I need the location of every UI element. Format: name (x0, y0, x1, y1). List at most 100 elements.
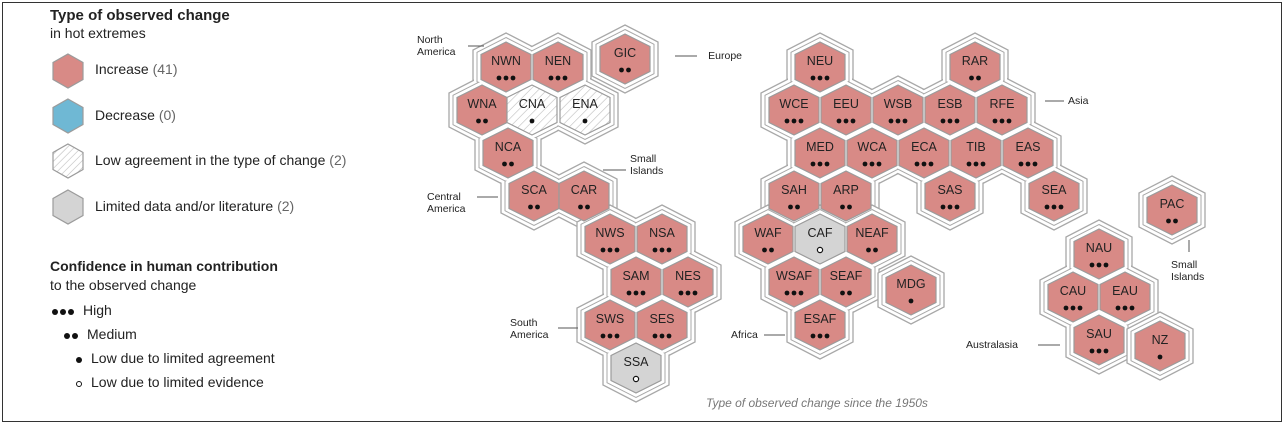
region-hex-sca: SCA (508, 170, 560, 222)
region-label-line: South (510, 317, 538, 329)
region-hex-sas: SAS (924, 170, 976, 222)
hex-code: NCA (495, 140, 522, 154)
hex-code: WNA (467, 97, 497, 111)
region-hex-cna: CNA (506, 84, 558, 136)
hex-shape (610, 342, 662, 394)
region-hex-neaf: NEAF (846, 213, 898, 265)
confidence-dot (659, 247, 665, 253)
confidence-dot (510, 75, 516, 81)
confidence-dot (1044, 204, 1050, 210)
hex-code: CAR (571, 183, 597, 197)
confidence-dot (862, 161, 868, 167)
hex-shape (768, 84, 820, 136)
region-label-line: Central (427, 191, 461, 203)
confidence-dot (614, 333, 620, 339)
hex-shape (742, 213, 794, 265)
hex-shape (794, 41, 846, 93)
legend-swatch-limited-data (52, 189, 84, 225)
hex-code: MED (806, 140, 834, 154)
region-hex-nen: NEN (532, 41, 584, 93)
hex-code: MDG (896, 277, 925, 291)
confidence-item-medium: Medium (64, 326, 137, 342)
region-hex-sam: SAM (610, 256, 662, 308)
confidence-dot (976, 75, 981, 81)
hex-shape (1028, 170, 1080, 222)
low-agreement-marker (76, 350, 84, 366)
hex-shape (949, 41, 1001, 93)
confidence-dot (528, 204, 533, 210)
confidence-dot (529, 118, 535, 124)
confidence-dot (582, 118, 588, 124)
confidence-dot (992, 118, 998, 124)
region-label-line: Africa (731, 329, 758, 341)
hex-code: CAF (808, 226, 833, 240)
hex-shape (559, 84, 611, 136)
confidence-dot (535, 204, 540, 210)
low-evidence-marker (816, 246, 824, 254)
hex-code: EAS (1015, 140, 1040, 154)
region-hex-med: MED (794, 127, 846, 179)
confidence-dot (791, 290, 797, 296)
hex-shape (662, 256, 714, 308)
hex-shape (1073, 228, 1125, 280)
region-hex-wce: WCE (768, 84, 820, 136)
legend-swatch-decrease (52, 98, 84, 134)
hex-code: GIC (614, 46, 636, 60)
region-hex-car: CAR (558, 170, 610, 222)
confidence-dot (1157, 354, 1163, 360)
hex-code: SCA (521, 183, 547, 197)
hex-shape (636, 299, 688, 351)
legend-count: (41) (152, 61, 178, 77)
high-confidence-marker (52, 302, 76, 318)
confidence-dot (1025, 161, 1031, 167)
legend-item-decrease: Decrease (0) (95, 107, 176, 123)
legend-count: (2) (329, 152, 347, 168)
confidence-dot (626, 67, 631, 73)
hex-shape (1047, 271, 1099, 323)
region-hex-esaf: ESAF (794, 299, 846, 351)
confidence-dot (940, 204, 946, 210)
legend-item-limited-data: Limited data and/or literature (2) (95, 198, 294, 214)
hex-shape (898, 127, 950, 179)
region-hex-nca: NCA (482, 127, 534, 179)
confidence-dot (847, 204, 852, 210)
confidence-dot (1018, 161, 1024, 167)
region-hex-esb: ESB (924, 84, 976, 136)
confidence-label: Medium (87, 326, 137, 342)
region-hex-eau: EAU (1099, 271, 1151, 323)
confidence-dot (1077, 305, 1083, 311)
region-label-line: Small (1171, 259, 1197, 271)
hex-code: TIB (966, 140, 985, 154)
hex-code: NEU (807, 54, 833, 68)
confidence-dot (1070, 305, 1076, 311)
confidence-dot (1051, 204, 1057, 210)
region-label-line: America (417, 46, 456, 58)
region-hex-nes: NES (662, 256, 714, 308)
confidence-dot (1129, 305, 1135, 311)
hex-code: SWS (596, 312, 624, 326)
confidence-dot (1089, 262, 1095, 268)
confidence-dot (1115, 305, 1121, 311)
confidence-dot (769, 247, 774, 253)
hex-code: SAS (937, 183, 962, 197)
hex-shape (482, 127, 534, 179)
hex-shape (599, 33, 651, 85)
confidence-item-low-evidence: Low due to limited evidence (76, 374, 264, 390)
hex-shape (846, 127, 898, 179)
region-hex-nz: NZ (1134, 320, 1186, 372)
confidence-dot (954, 118, 960, 124)
medium-confidence-marker (64, 326, 80, 342)
confidence-dot (824, 75, 830, 81)
hex-shape (794, 127, 846, 179)
hex-code: SAM (622, 269, 649, 283)
hex-shape (1002, 127, 1054, 179)
hex-code: NSA (649, 226, 675, 240)
region-label-line: America (427, 203, 466, 215)
region-hex-neu: NEU (794, 41, 846, 93)
hex-shape (768, 256, 820, 308)
hex-code: ESB (937, 97, 962, 111)
confidence-dot (666, 333, 672, 339)
region-hex-sws: SWS (584, 299, 636, 351)
confidence-title: Confidence in human contribution (50, 258, 278, 274)
